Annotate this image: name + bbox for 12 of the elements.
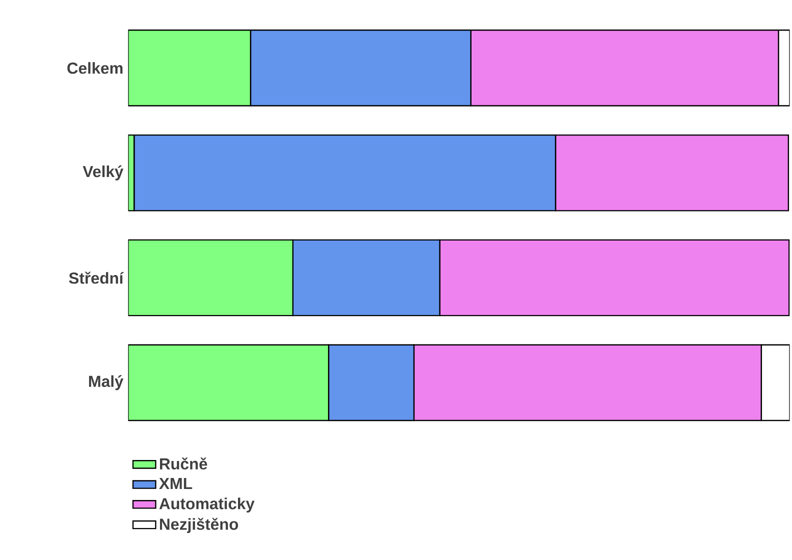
legend-label: Nezjištěno — [160, 518, 238, 533]
legend-label: Ručně — [160, 457, 208, 470]
bar — [439, 239, 790, 316]
legend-label: XML — [159, 478, 192, 489]
y-tick-label: Malý — [89, 375, 124, 390]
bar — [554, 134, 790, 212]
y-tick-label: Střední — [68, 272, 124, 284]
y-tick-label: Celkem — [67, 62, 122, 74]
y-tick-label: Velký — [82, 165, 124, 180]
bar — [470, 29, 780, 106]
legend-label: Automaticky — [159, 498, 255, 512]
bar — [413, 344, 762, 421]
